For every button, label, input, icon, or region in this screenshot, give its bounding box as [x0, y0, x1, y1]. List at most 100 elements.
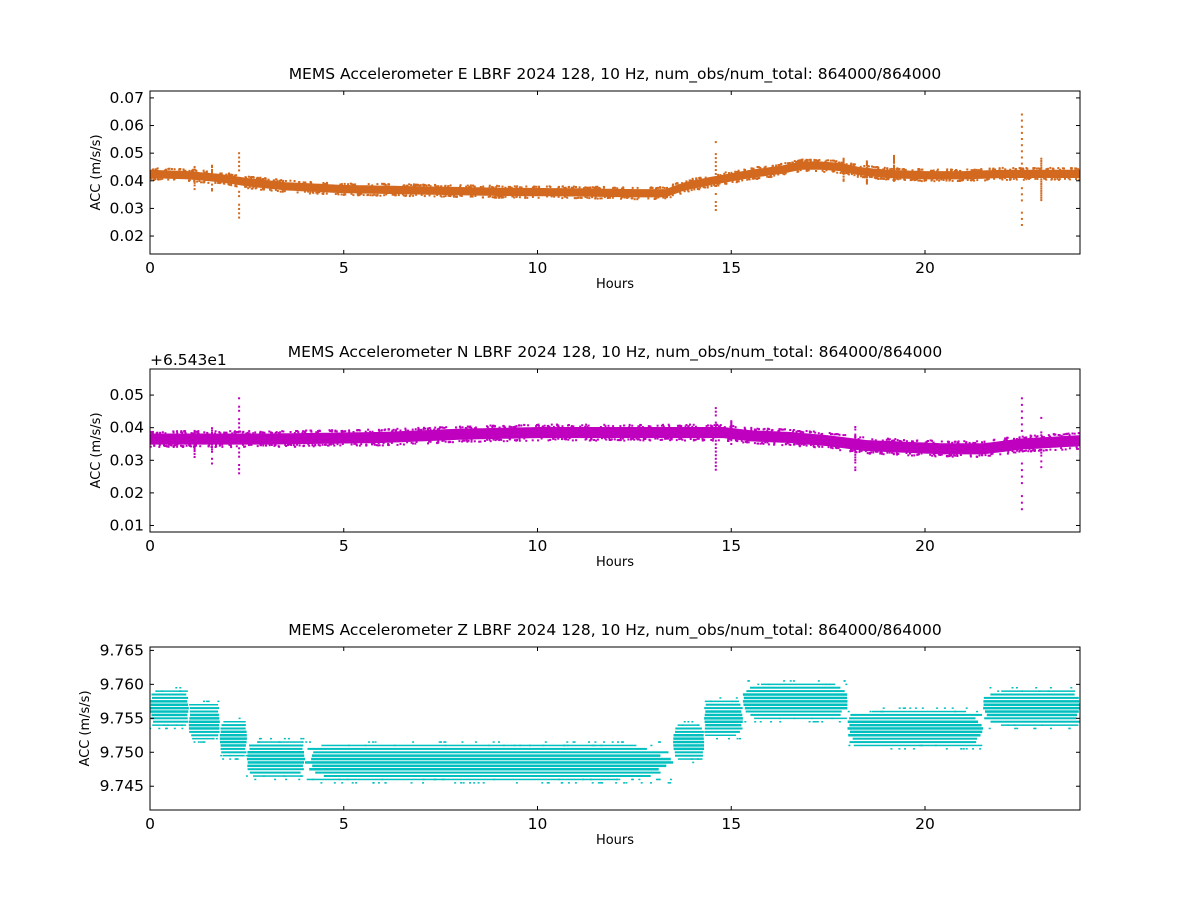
data-point	[582, 778, 584, 781]
data-point	[690, 758, 693, 760]
outlier-point	[842, 160, 845, 163]
data-point	[444, 741, 447, 743]
data-point	[449, 184, 452, 187]
data-point	[886, 177, 889, 180]
data-point	[404, 427, 407, 430]
data-point	[414, 442, 417, 445]
data-point	[443, 426, 446, 429]
data-point	[302, 181, 305, 184]
data-point	[898, 440, 901, 442]
data-point	[351, 782, 354, 784]
outlier-point	[1020, 501, 1023, 504]
data-point	[575, 197, 578, 200]
data-point	[1013, 724, 1016, 726]
data-point	[173, 168, 176, 171]
data-point	[835, 433, 838, 436]
data-point	[541, 782, 544, 784]
data-point	[469, 184, 472, 187]
outlier-point	[1020, 469, 1023, 472]
data-point	[909, 452, 911, 455]
data-point	[795, 161, 798, 163]
data-point	[535, 424, 538, 426]
outlier-point	[865, 167, 868, 170]
data-stripe	[677, 724, 700, 726]
data-point	[429, 428, 432, 431]
data-point	[771, 164, 774, 167]
y-tick-label: 0.05	[109, 386, 144, 404]
data-point	[158, 727, 161, 730]
data-point	[462, 782, 465, 784]
data-point	[919, 179, 921, 182]
outlier-point	[865, 180, 868, 183]
outlier-point	[211, 446, 213, 449]
data-point	[259, 431, 262, 434]
data-point	[650, 782, 652, 784]
data-stripe	[188, 723, 220, 727]
data-point	[164, 445, 167, 447]
data-point	[850, 163, 853, 166]
data-point	[751, 168, 754, 171]
outlier-point	[211, 169, 213, 171]
data-stripe	[323, 775, 651, 777]
data-point	[310, 181, 313, 184]
data-stripe	[189, 717, 220, 720]
data-point	[159, 178, 162, 181]
data-point	[305, 741, 308, 743]
data-point	[631, 186, 634, 189]
data-stripe	[675, 754, 703, 757]
data-point	[243, 445, 246, 448]
data-point	[905, 452, 908, 454]
data-point	[468, 185, 471, 188]
outlier-point	[1040, 176, 1043, 179]
data-point	[304, 431, 307, 434]
outlier-point	[854, 456, 857, 459]
data-point	[1076, 168, 1079, 171]
data-point	[317, 430, 319, 433]
y-offset-label: +6.543e1	[150, 351, 227, 369]
data-point	[869, 710, 872, 713]
data-point	[235, 431, 238, 433]
data-point	[759, 166, 762, 169]
data-point	[821, 721, 824, 723]
outlier-point	[211, 166, 213, 169]
data-point	[895, 168, 898, 171]
data-point	[795, 430, 798, 433]
data-point	[872, 451, 875, 454]
data-point	[981, 454, 984, 457]
data-point	[734, 439, 737, 442]
data-point	[501, 195, 504, 198]
outlier-point	[893, 164, 895, 167]
data-point	[966, 168, 969, 171]
data-point	[637, 425, 640, 428]
data-point	[965, 748, 968, 750]
outlier-point	[1040, 196, 1043, 199]
data-point	[270, 444, 273, 446]
outlier-point	[238, 212, 241, 215]
data-point	[639, 423, 642, 426]
data-stripe	[673, 740, 705, 744]
data-point	[622, 741, 624, 743]
data-stripe	[852, 737, 977, 740]
outlier-point	[893, 167, 895, 170]
data-point	[563, 437, 566, 440]
data-point	[1032, 167, 1035, 170]
data-stripe	[871, 710, 967, 713]
data-point	[737, 180, 740, 183]
data-point	[537, 424, 540, 427]
data-point	[268, 430, 271, 433]
data-point	[1032, 448, 1035, 451]
data-point	[668, 425, 671, 427]
data-point	[377, 442, 380, 445]
data-point	[699, 186, 702, 189]
data-point	[1023, 450, 1026, 452]
data-point	[542, 744, 545, 747]
data-point	[596, 185, 599, 188]
data-point	[704, 176, 707, 179]
outlier-point	[238, 216, 241, 219]
data-point	[698, 188, 701, 191]
data-point	[664, 437, 667, 440]
data-point	[324, 182, 327, 185]
data-point	[1039, 168, 1042, 171]
data-point	[433, 195, 436, 198]
data-point	[766, 175, 769, 178]
